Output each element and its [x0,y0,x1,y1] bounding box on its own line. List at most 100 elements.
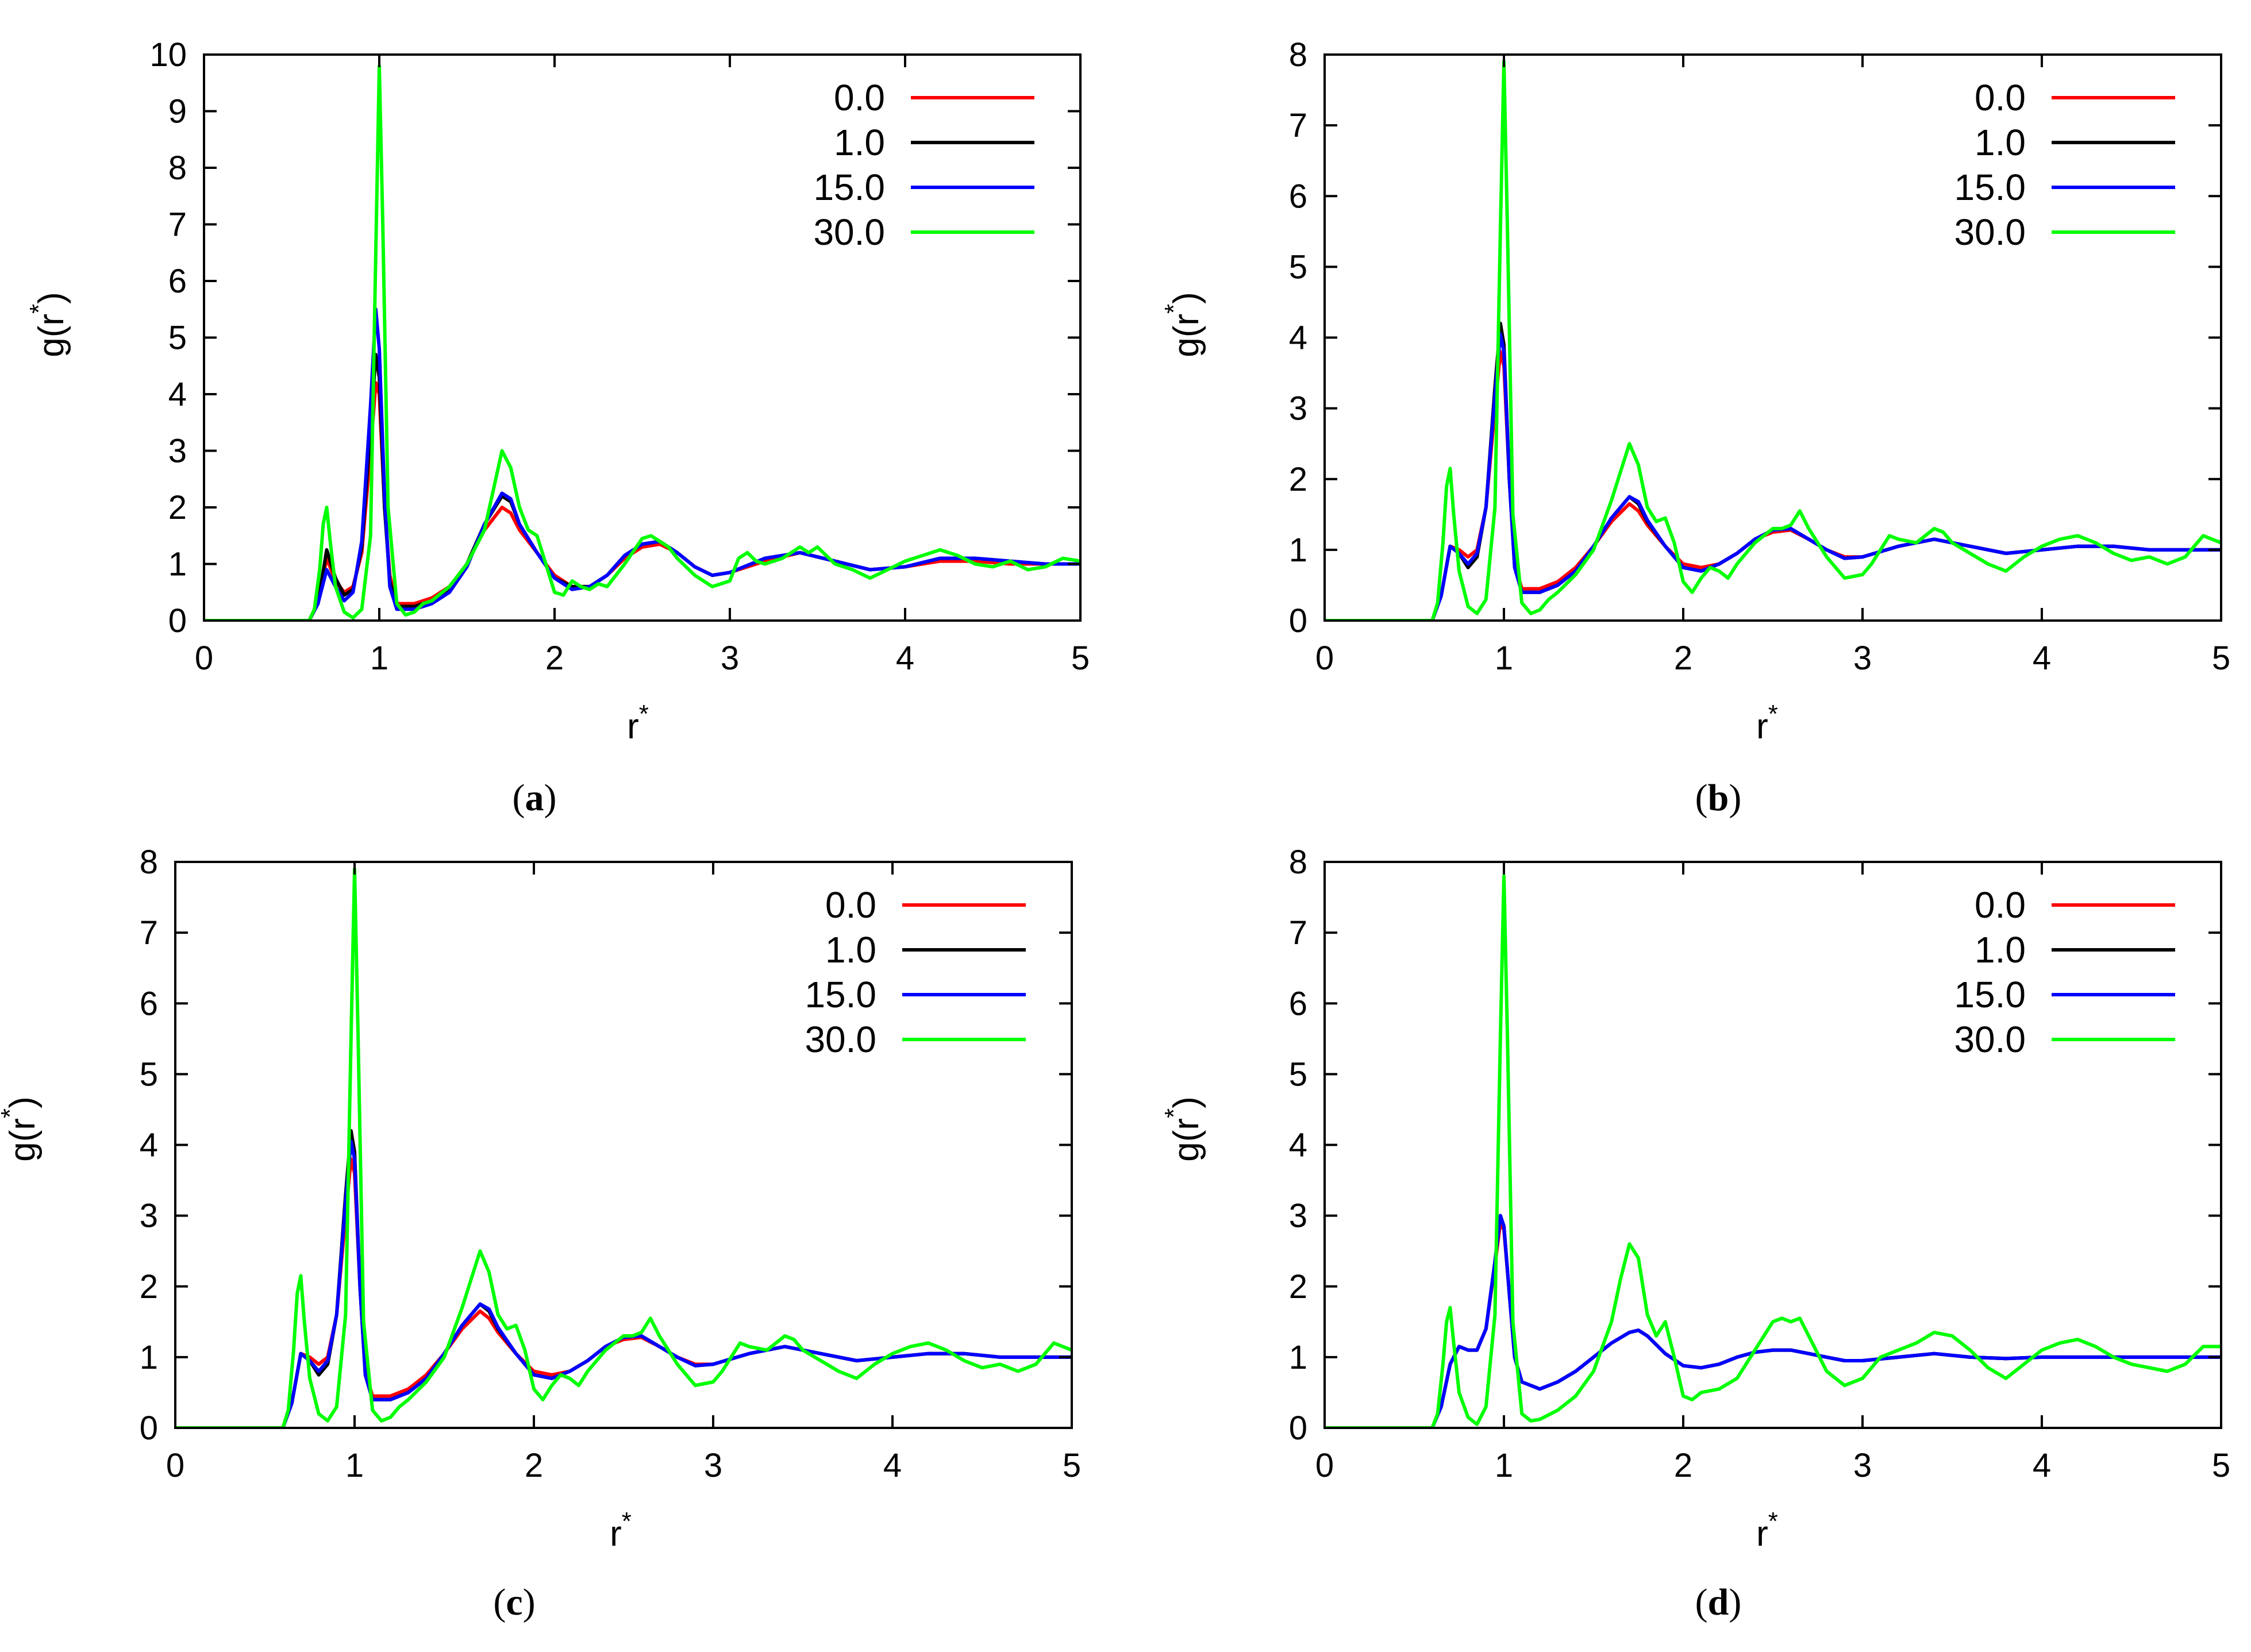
y-tick-label: 7 [140,914,158,952]
panel-b: 0 1 2 3 4 5 0 1 2 3 4 5 6 7 8 r* g(r*) 0.01.015.030.0 (b) [1160,36,2230,819]
y-tick-label: 0 [1289,602,1307,640]
x-tick-label: 1 [345,1447,364,1484]
y-tick-label: 6 [168,263,187,300]
plot-frame [1323,53,2222,622]
y-tick-label: 5 [1289,1056,1307,1093]
x-tick-label: 1 [1495,1447,1513,1484]
y-tick-label: 3 [140,1197,158,1235]
y-tick-label: 1 [140,1339,158,1376]
series-group [1325,874,2221,1428]
legend-label: 15.0 [1954,974,2026,1015]
x-tick-label: 0 [1315,1447,1334,1484]
y-tick-label: 7 [1289,107,1307,144]
y-tick-label: 6 [1289,985,1307,1022]
series-group [204,64,1080,621]
y-tick-label: 2 [140,1268,158,1306]
x-tick-label: 5 [2212,1447,2230,1484]
legend-label: 30.0 [805,1019,876,1060]
panel-caption: (c) [493,1581,535,1623]
x-axis-label: r* [610,1507,632,1554]
x-tick-label: 0 [166,1447,184,1484]
x-tick-label: 2 [525,1447,543,1484]
series-line-30.0 [175,867,1072,1428]
y-tick-label: 0 [140,1410,158,1447]
x-tick-label: 5 [1071,640,1090,677]
plot-frame [174,861,1073,1429]
y-tick-label: 5 [168,319,187,357]
y-axis-label: g(r*) [1160,292,1206,357]
y-tick-label: 4 [1289,1127,1307,1164]
x-tick-label: 4 [2033,640,2051,677]
legend-label: 15.0 [805,974,876,1015]
x-tick-label: 2 [1674,640,1692,677]
y-tick-label: 9 [168,93,187,130]
legend-label: 0.0 [1975,884,2026,926]
series-line-15.0 [1325,332,2221,621]
series-line-0.0 [1325,350,2221,621]
legend-label: 1.0 [834,122,885,163]
y-tick-label: 3 [1289,390,1307,428]
y-tick-label: 7 [168,206,187,244]
x-tick-label: 5 [2212,640,2230,677]
y-tick-label: 8 [140,844,158,881]
x-tick-label: 2 [1674,1447,1692,1484]
y-axis-label: g(r*) [0,1096,43,1162]
x-axis-label: r* [1756,700,1778,746]
legend-label: 30.0 [1954,1019,2026,1060]
legend: 0.01.015.030.0 [813,77,1034,253]
y-tick-label: 3 [1289,1197,1307,1235]
legend: 0.01.015.030.0 [1954,884,2175,1060]
legend-label: 15.0 [813,167,885,208]
panel-d: 0 1 2 3 4 5 0 1 2 3 4 5 6 7 8 r* g(r*) 0.01.015.030.0 (d) [1160,844,2230,1623]
plot-frame [203,53,1082,622]
x-tick-label: 4 [896,640,914,677]
legend-label: 30.0 [813,211,885,253]
y-tick-label: 1 [1289,1339,1307,1376]
y-axis-label: g(r*) [1160,1096,1206,1162]
x-tick-label: 3 [704,1447,722,1484]
series-line-15.0 [175,1139,1072,1428]
y-tick-label: 10 [149,36,187,74]
legend: 0.01.015.030.0 [805,884,1026,1060]
y-tick-label: 4 [168,376,187,413]
x-tick-label: 4 [883,1447,902,1484]
legend-label: 1.0 [1975,929,2026,971]
y-tick-label: 8 [1289,844,1307,881]
y-tick-label: 8 [1289,36,1307,74]
y-tick-label: 7 [1289,914,1307,952]
panel-a: 0 1 2 3 4 5 0 1 2 3 4 5 6 7 8 9 10 r* g(r*) 0.01.015.030.0 (… [25,36,1090,819]
legend-label: 15.0 [1954,167,2026,208]
x-tick-label: 4 [2033,1447,2051,1484]
legend-label: 0.0 [1975,77,2026,118]
x-tick-label: 0 [1315,640,1334,677]
y-tick-label: 1 [1289,532,1307,569]
legend-label: 30.0 [1954,211,2026,253]
panel-caption: (a) [513,777,557,819]
y-tick-label: 2 [168,489,187,526]
panel-caption: (b) [1695,777,1742,819]
series-group [175,867,1072,1428]
y-tick-label: 6 [140,985,158,1022]
panel-caption: (d) [1695,1581,1742,1623]
legend-label: 0.0 [834,77,885,118]
x-tick-label: 5 [1063,1447,1081,1484]
y-tick-label: 3 [168,433,187,470]
legend-label: 1.0 [1975,122,2026,163]
x-tick-label: 3 [721,640,739,677]
series-line-30.0 [1325,60,2221,621]
y-tick-label: 2 [1289,461,1307,498]
y-tick-label: 5 [1289,248,1307,286]
series-line-15.0 [1325,1214,2221,1428]
y-tick-label: 5 [140,1056,158,1093]
y-tick-label: 2 [1289,1268,1307,1306]
y-tick-label: 4 [140,1127,158,1164]
x-tick-label: 1 [1495,640,1513,677]
x-tick-label: 1 [370,640,388,677]
x-tick-label: 0 [195,640,213,677]
y-tick-label: 0 [168,602,187,640]
y-tick-label: 4 [1289,319,1307,357]
series-line-0.0 [175,1157,1072,1428]
y-tick-label: 6 [1289,178,1307,215]
legend: 0.01.015.030.0 [1954,77,2175,253]
